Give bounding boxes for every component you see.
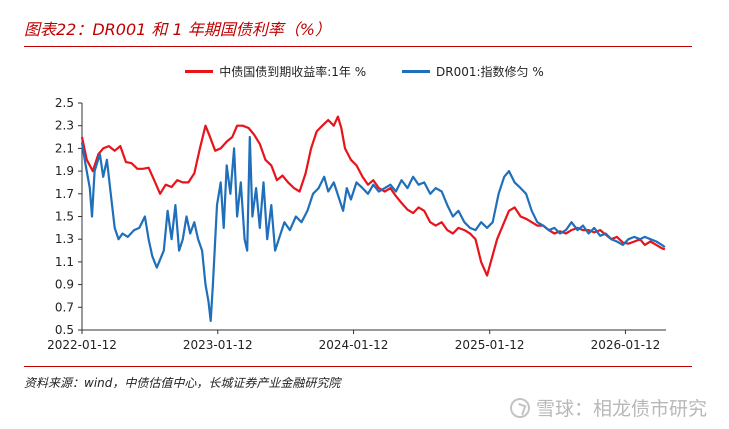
- y-tick-label: 1.5: [55, 210, 74, 224]
- x-tick-label: 2022-01-12: [47, 338, 117, 352]
- legend-item-dr001: DR001:指数修匀 %: [401, 63, 544, 80]
- snowball-logo-icon: [509, 397, 530, 418]
- watermark-text: 雪球：相龙债市研究: [535, 398, 707, 420]
- page-title: 图表22：DR001 和 1 年期国债利率（%）: [24, 20, 331, 39]
- y-tick-label: 0.9: [55, 278, 74, 292]
- title-divider: [24, 46, 692, 47]
- chart-legend: 中债国债到期收益率:1年 % DR001:指数修匀 %: [0, 62, 729, 80]
- x-tick-label: 2024-01-12: [319, 338, 389, 352]
- footer-divider: [24, 366, 692, 367]
- x-tick-label: 2023-01-12: [183, 338, 253, 352]
- watermark: 雪球：相龙债市研究: [509, 394, 707, 421]
- series-line-bond-yield: [80, 115, 666, 277]
- legend-swatch-dr001: [401, 70, 430, 73]
- legend-item-bond-yield: 中债国债到期收益率:1年 %: [185, 63, 366, 80]
- legend-label-bond-yield: 中债国债到期收益率:1年 %: [219, 65, 367, 79]
- legend-swatch-bond-yield: [185, 70, 214, 73]
- y-tick-label: 2.3: [55, 119, 74, 133]
- x-tick-label: 2025-01-12: [455, 338, 525, 352]
- x-tick-label: 2026-01-12: [591, 338, 661, 352]
- y-tick-label: 1.1: [55, 255, 74, 269]
- y-tick-label: 0.5: [55, 323, 74, 337]
- legend-label-dr001: DR001:指数修匀 %: [435, 65, 544, 79]
- y-tick-label: 1.7: [55, 187, 74, 201]
- source-note: 资料来源：wind，中债估值中心，长城证券产业金融研究院: [24, 376, 341, 390]
- y-tick-label: 2.5: [55, 96, 74, 110]
- series-line-dr001: [80, 135, 666, 322]
- y-tick-label: 0.7: [55, 300, 74, 314]
- y-tick-label: 1.3: [55, 232, 74, 246]
- y-tick-label: 2.1: [55, 141, 74, 155]
- y-tick-label: 1.9: [55, 164, 74, 178]
